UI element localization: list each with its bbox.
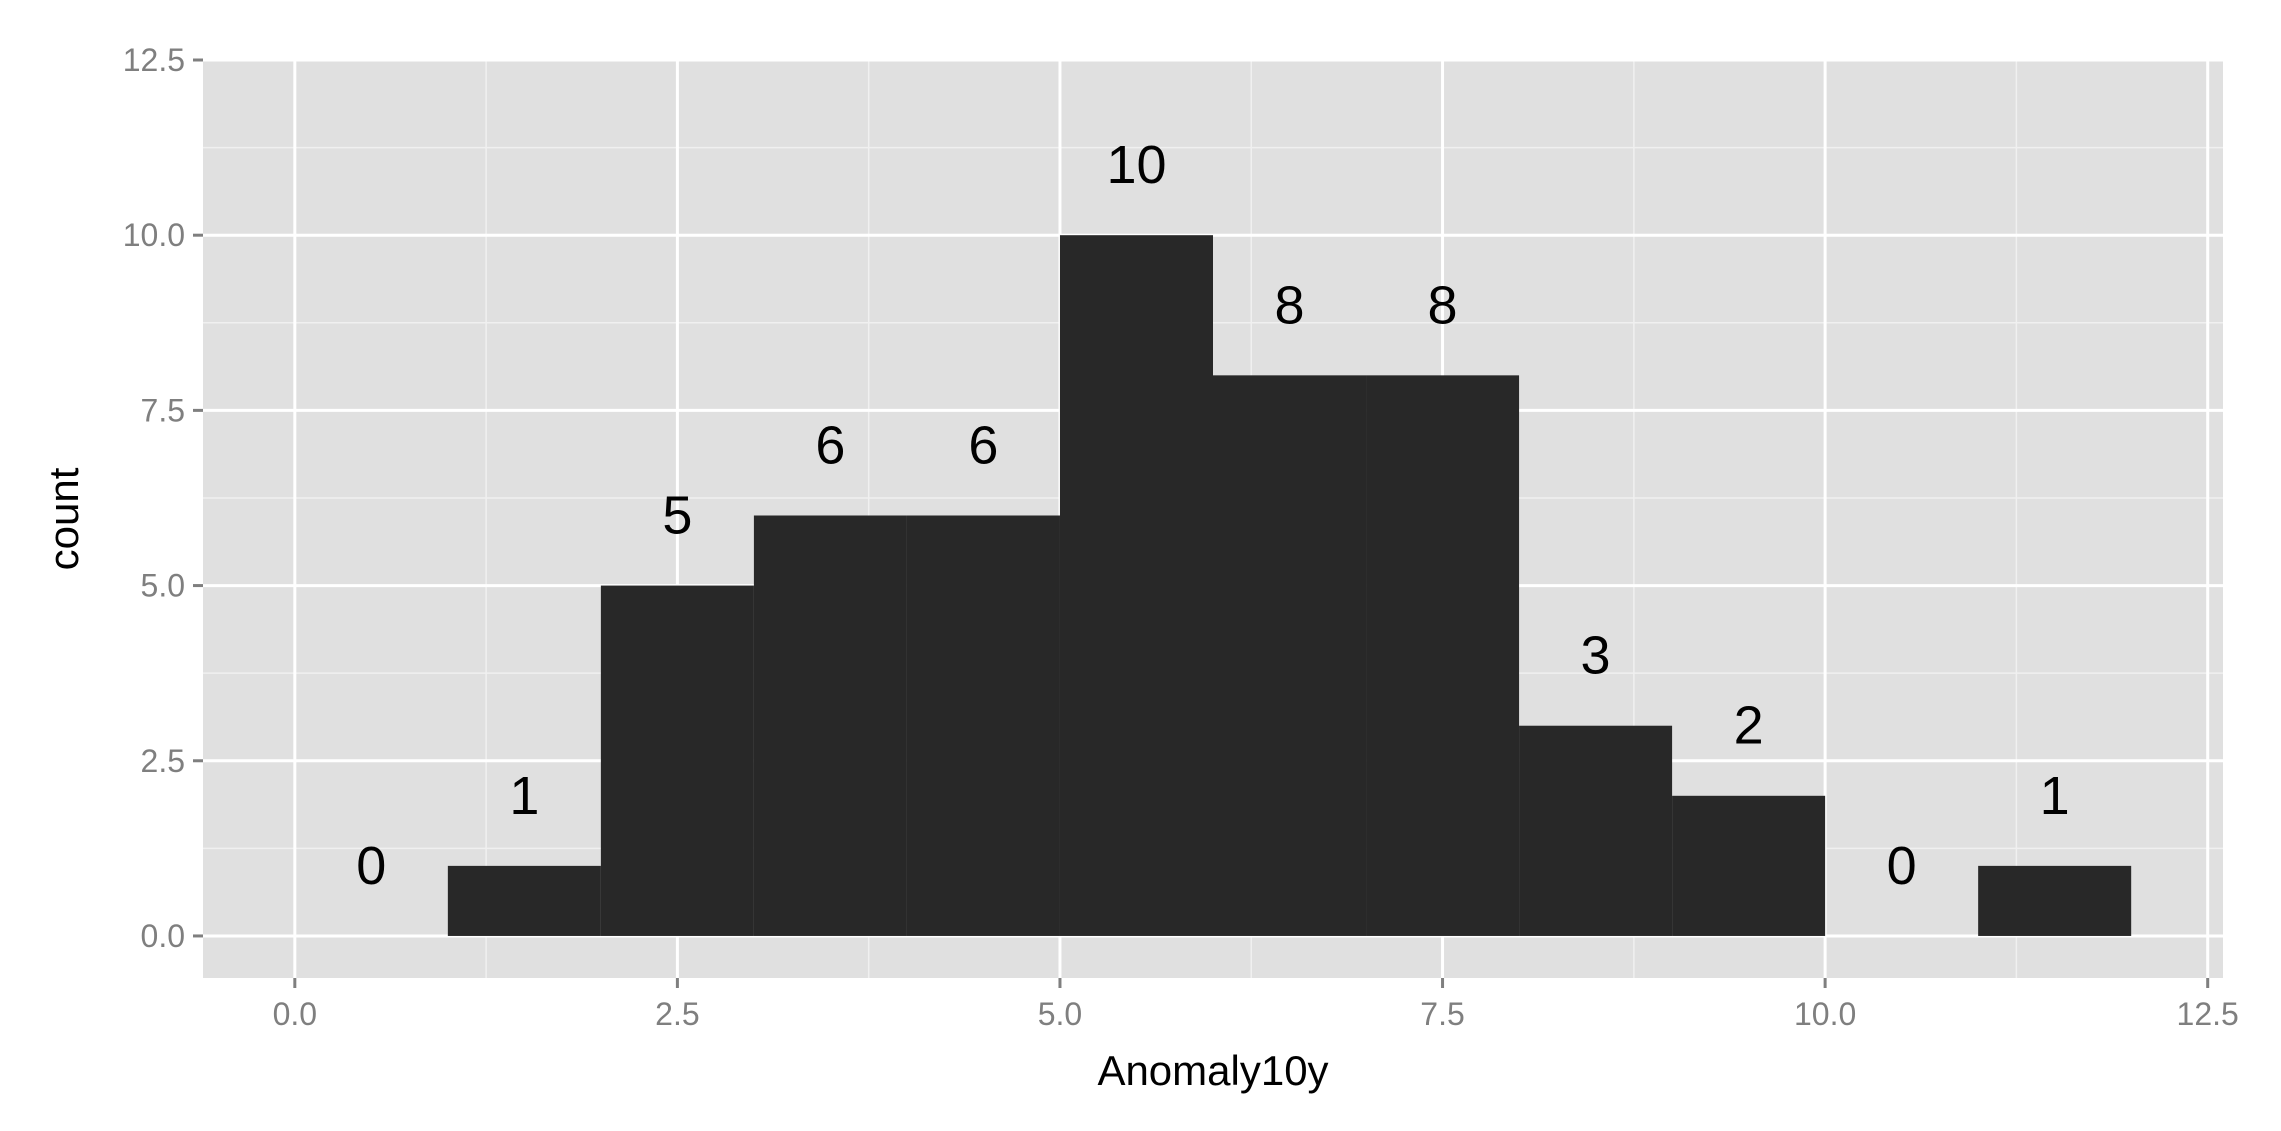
bar-count-label: 1 [2040, 766, 2070, 826]
histogram-bar [1978, 865, 2132, 936]
bar-count-labels: 0 1 5 6 6 10 8 8 3 2 0 1 [356, 135, 2069, 896]
bar-count-label: 8 [1274, 275, 1304, 335]
y-tick-label: 5.0 [141, 568, 185, 604]
x-tick-label: 12.5 [2177, 996, 2239, 1032]
x-tick-label: 10.0 [1794, 996, 1856, 1032]
bar-count-label: 6 [968, 415, 998, 475]
histogram-bar [906, 515, 1060, 936]
y-tick-label: 12.5 [123, 42, 185, 78]
histogram-bar [447, 865, 601, 936]
x-tick-label: 7.5 [1420, 996, 1464, 1032]
bar-count-label: 5 [662, 485, 692, 545]
histogram-bar [753, 515, 907, 936]
histogram-bars [447, 235, 2132, 936]
y-tick-label: 10.0 [123, 217, 185, 253]
x-axis-title: Anomaly10y [1097, 1047, 1328, 1094]
y-tick-label: 0.0 [141, 918, 185, 954]
bar-count-label: 10 [1106, 135, 1166, 195]
x-axis-ticks: 0.0 2.5 5.0 7.5 10.0 12.5 [273, 978, 2239, 1032]
bar-count-label: 0 [356, 836, 386, 896]
bar-count-label: 3 [1581, 626, 1611, 686]
histogram-bar [600, 585, 754, 936]
bar-count-label: 0 [1887, 836, 1917, 896]
histogram-bar [1672, 795, 1826, 936]
x-tick-label: 5.0 [1038, 996, 1082, 1032]
y-axis-title: count [40, 467, 87, 570]
bar-count-label: 2 [1734, 696, 1764, 756]
x-tick-label: 0.0 [273, 996, 317, 1032]
bar-count-label: 1 [509, 766, 539, 826]
y-axis-ticks: 0.0 2.5 5.0 7.5 10.0 12.5 [123, 42, 203, 954]
histogram-bar [1213, 375, 1367, 936]
histogram-bar [1366, 375, 1520, 936]
histogram-bar [1059, 235, 1213, 936]
histogram-bar [1519, 725, 1673, 936]
x-tick-label: 2.5 [655, 996, 699, 1032]
y-tick-label: 7.5 [141, 392, 185, 428]
bar-count-label: 6 [815, 415, 845, 475]
bar-count-label: 8 [1428, 275, 1458, 335]
y-tick-label: 2.5 [141, 743, 185, 779]
